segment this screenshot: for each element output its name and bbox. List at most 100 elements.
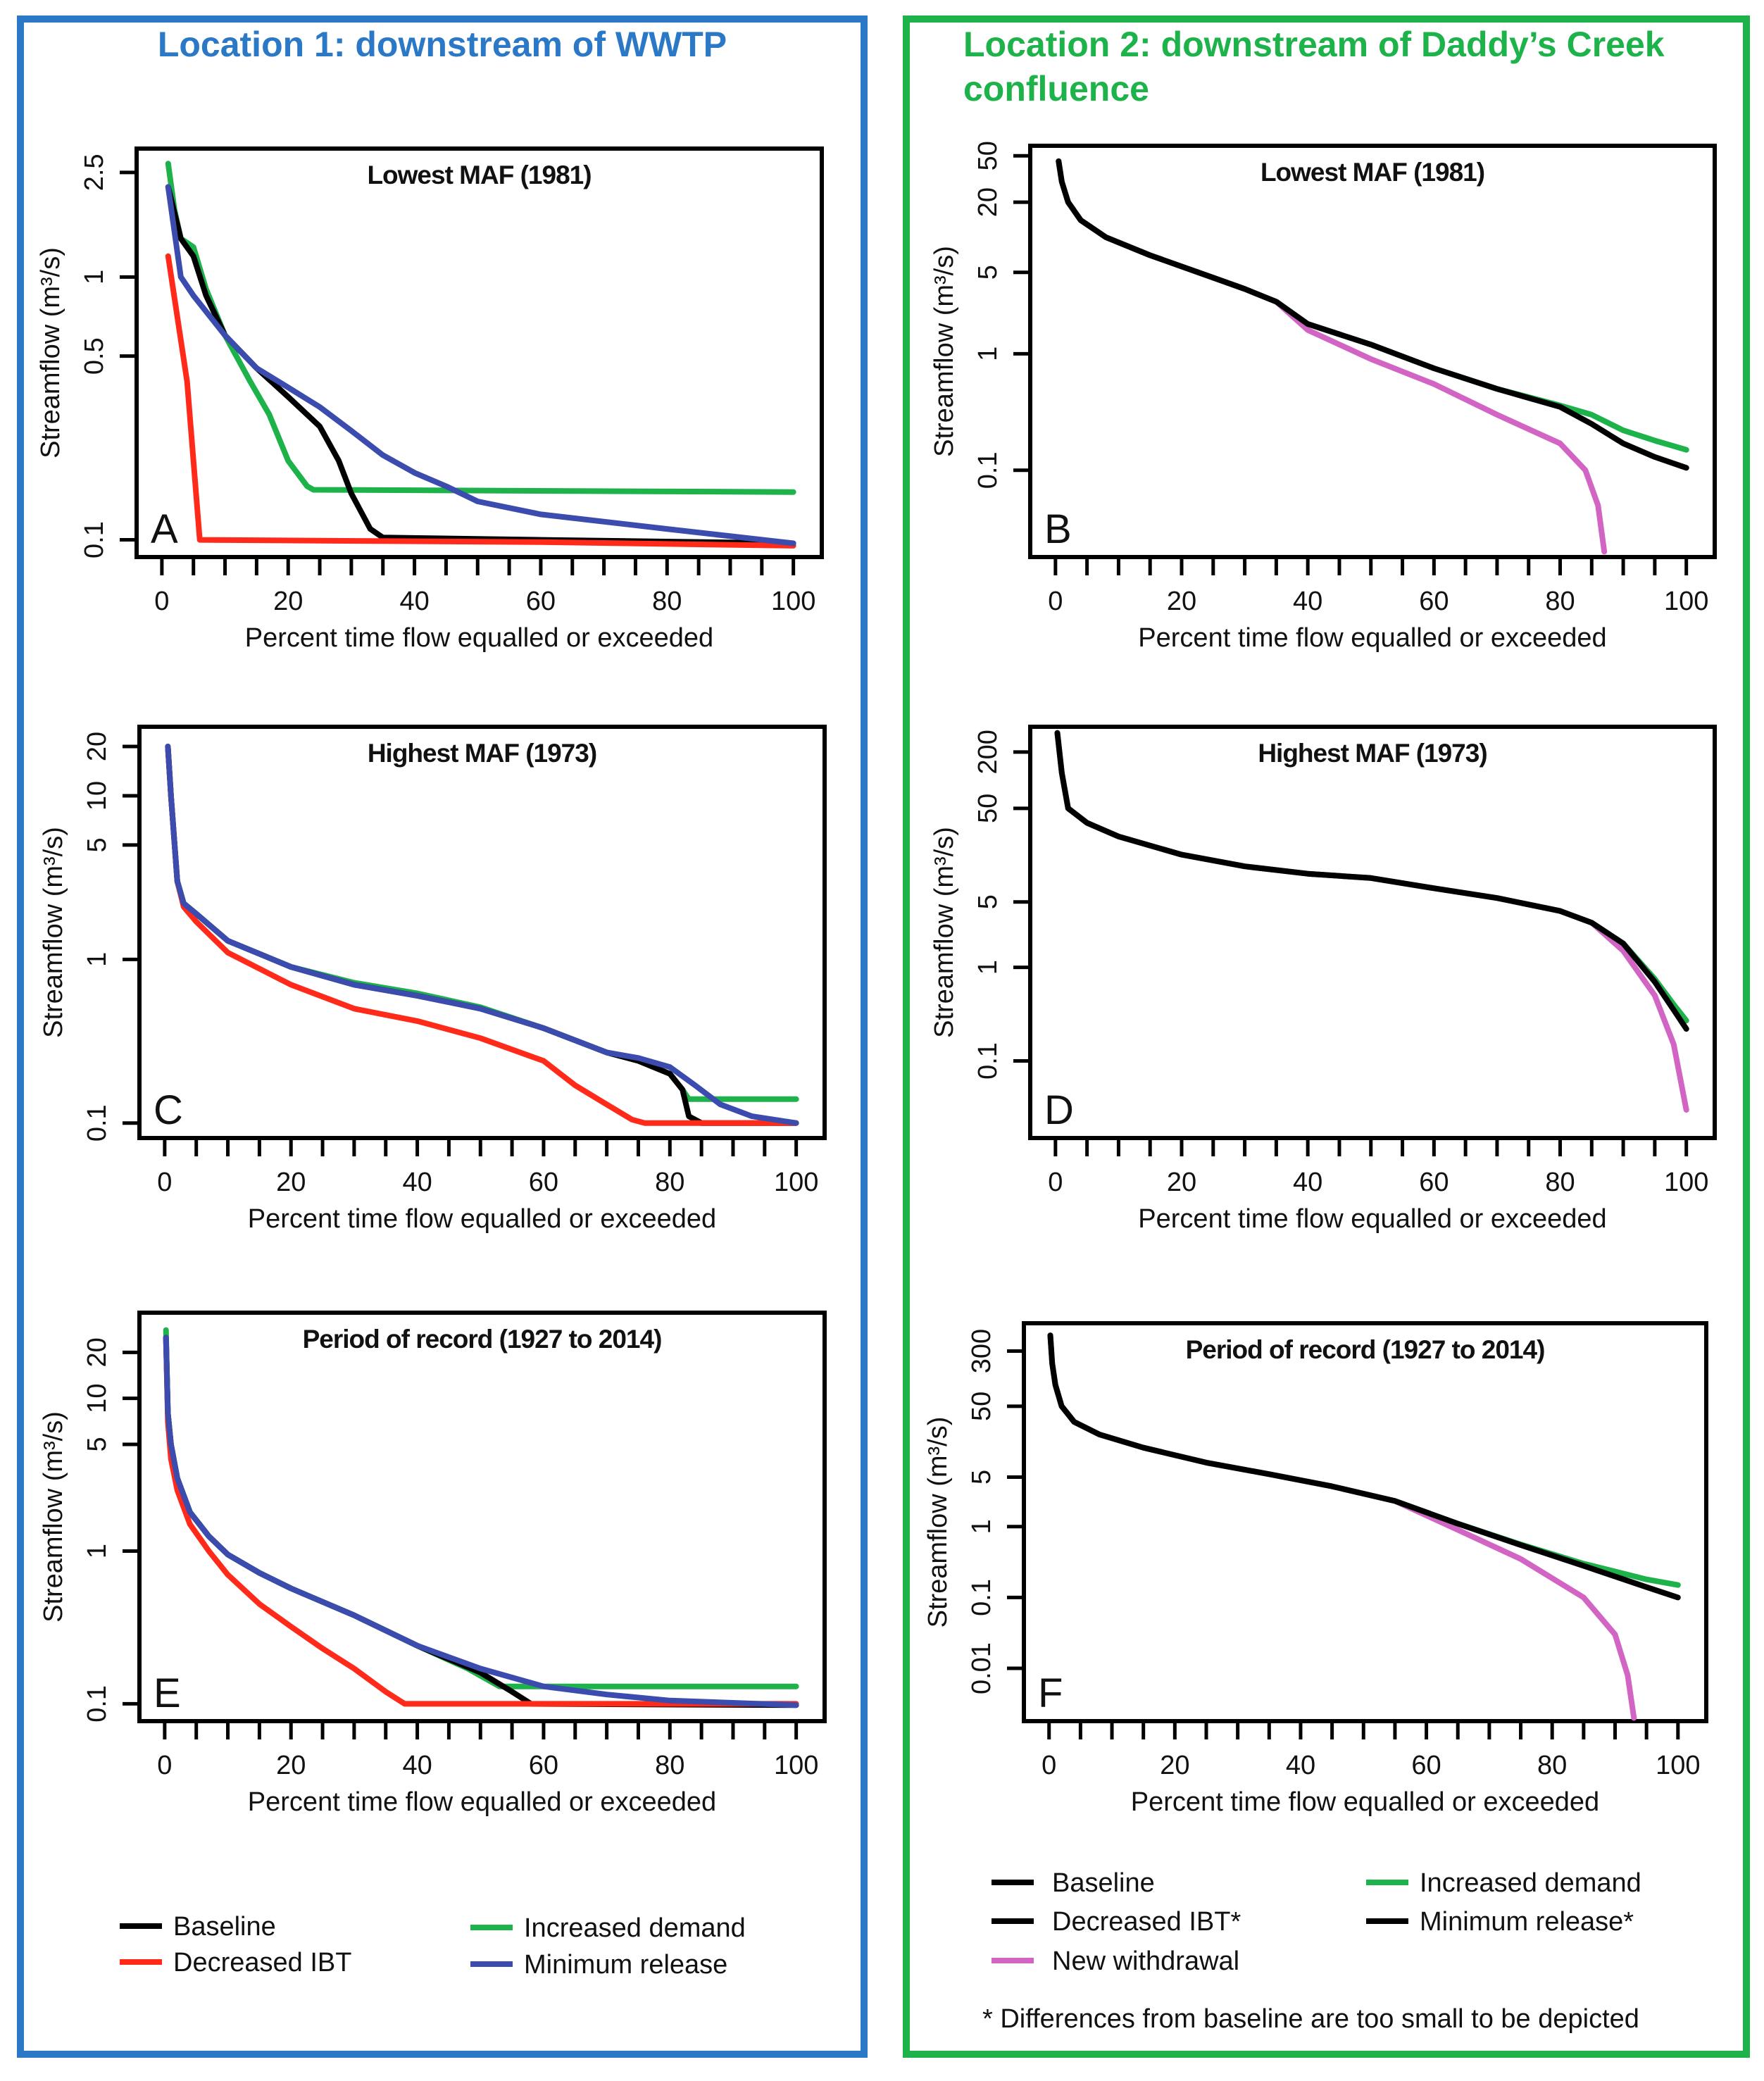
chart-panel-e: 0 20 40 60 80 100 0.1 1 5 10 20 Percent time flow e… — [39, 1311, 827, 1817]
plot-title: Highest MAF (1973) — [1258, 739, 1487, 768]
y-tick-label: 200 — [973, 730, 1003, 774]
series-line-baseline — [1054, 730, 1689, 1032]
y-tick-label: 0.01 — [967, 1642, 996, 1694]
y-tick-label: 0.1 — [973, 451, 1003, 489]
x-tick-label: 80 — [652, 587, 682, 616]
plot-title: Highest MAF (1973) — [368, 739, 596, 768]
plot-frame — [137, 725, 827, 1140]
x-tick-label: 100 — [1664, 587, 1708, 616]
legend-label-decreased-ibt: Decreased IBT* — [1052, 1907, 1241, 1937]
legend-right: Baseline Increased demand Decreased IBT*… — [982, 1868, 1641, 2034]
y-tick-label: 10 — [82, 781, 112, 811]
series-line-baseline — [165, 744, 799, 1126]
plot-title: Period of record (1927 to 2014) — [303, 1325, 662, 1354]
series-line-increased-demand — [1056, 158, 1689, 453]
panel-letter: D — [1044, 1087, 1074, 1133]
x-tick-label: 40 — [1293, 1168, 1322, 1197]
y-tick-label: 50 — [973, 141, 1003, 170]
footnote: * Differences from baseline are too smal… — [982, 2004, 1639, 2034]
x-tick-label: 20 — [276, 1168, 306, 1197]
plot-frame — [1028, 725, 1717, 1140]
y-tick-label: 1 — [973, 960, 1003, 975]
x-axis-label: Percent time flow equalled or exceeded — [1131, 1787, 1599, 1817]
legend-label-decreased-ibt: Decreased IBT — [173, 1948, 351, 1977]
y-tick-label: 5 — [973, 265, 1003, 280]
x-tick-label: 80 — [1545, 587, 1575, 616]
series-line-increased-demand — [165, 744, 799, 1102]
plot-frame — [137, 1311, 827, 1723]
x-tick-label: 20 — [1167, 587, 1196, 616]
x-tick-label: 0 — [1048, 1168, 1063, 1197]
location2-frame — [903, 15, 1750, 2058]
y-tick-label: 2.5 — [80, 154, 109, 191]
y-tick-label: 50 — [973, 794, 1003, 823]
x-axis-label: Percent time flow equalled or exceeded — [245, 623, 713, 653]
x-tick-label: 40 — [402, 1168, 432, 1197]
series-line-new-withdrawal — [1056, 158, 1608, 555]
x-axis-label: Percent time flow equalled or exceeded — [1138, 1204, 1606, 1234]
y-tick-label: 5 — [82, 1437, 112, 1451]
y-tick-label: 0.1 — [80, 521, 109, 558]
legend-label-minimum-release: Minimum release — [524, 1950, 727, 1980]
chart-panel-b: 0 20 40 60 80 100 0.1 1 5 20 50 Percent time flow e… — [930, 141, 1717, 653]
panel-letter: F — [1038, 1670, 1063, 1716]
series-line-decreased-ibt — [163, 1335, 799, 1707]
panel-letter: E — [154, 1670, 181, 1716]
x-axis-label: Percent time flow equalled or exceeded — [248, 1204, 716, 1234]
y-tick-label: 0.1 — [82, 1685, 112, 1723]
x-tick-label: 0 — [1048, 587, 1063, 616]
x-tick-label: 60 — [526, 587, 556, 616]
chart-panel-f: 0 20 40 60 80 100 0.01 0.1 1 5 50 300 Percent time f… — [923, 1321, 1708, 1817]
y-tick-label: 1 — [82, 1544, 112, 1558]
legend-left: Baseline Increased demand Decreased IBT … — [120, 1912, 746, 1980]
y-axis-label: Streamflow (m³/s) — [36, 247, 65, 458]
y-tick-label: 5 — [967, 1470, 996, 1485]
series-line-increased-demand — [165, 161, 796, 495]
panel-letter: A — [151, 506, 178, 552]
x-tick-label: 80 — [655, 1751, 684, 1780]
y-tick-label: 300 — [967, 1329, 996, 1373]
x-tick-label: 0 — [154, 587, 169, 616]
y-axis-label: Streamflow (m³/s) — [39, 1411, 68, 1623]
x-tick-label: 100 — [1656, 1751, 1700, 1780]
x-tick-label: 20 — [276, 1751, 306, 1780]
x-tick-label: 80 — [1545, 1168, 1575, 1197]
series-line-baseline — [165, 184, 796, 546]
y-axis-label: Streamflow (m³/s) — [930, 246, 959, 457]
x-tick-label: 40 — [402, 1751, 432, 1780]
x-tick-label: 100 — [774, 1751, 818, 1780]
x-tick-label: 60 — [1419, 1168, 1449, 1197]
series-line-minimum-release — [163, 1335, 799, 1708]
legend-label-new-withdrawal: New withdrawal — [1052, 1946, 1239, 1976]
x-tick-label: 100 — [774, 1168, 818, 1197]
x-axis-label: Percent time flow equalled or exceeded — [1138, 623, 1606, 653]
series-line-increased-demand — [163, 1327, 799, 1689]
series-line-new-withdrawal — [1047, 1332, 1637, 1721]
x-tick-label: 40 — [1286, 1751, 1315, 1780]
y-tick-label: 10 — [82, 1384, 112, 1413]
x-tick-label: 100 — [1664, 1168, 1708, 1197]
series-line-decreased-ibt — [165, 744, 799, 1126]
legend-label-baseline: Baseline — [1052, 1868, 1155, 1898]
series-line-increased-demand — [1047, 1332, 1681, 1588]
location2-title-line1: Location 2: downstream of Daddy’s Creek — [963, 25, 1665, 64]
legend-label-baseline: Baseline — [173, 1912, 276, 1942]
series-line-minimum-release — [165, 744, 799, 1126]
plot-frame — [1022, 1321, 1708, 1723]
series-line-baseline — [1056, 158, 1689, 471]
y-tick-label: 1 — [973, 346, 1003, 361]
y-axis-label: Streamflow (m³/s) — [923, 1417, 953, 1628]
chart-panel-a: 0 20 40 60 80 100 0.1 0.5 1 2.5 Percent time flow … — [36, 146, 824, 653]
y-tick-label: 20 — [82, 732, 112, 761]
series-line-baseline — [1047, 1332, 1681, 1601]
y-tick-label: 50 — [967, 1392, 996, 1421]
location2-title-line2: confluence — [963, 69, 1149, 108]
panel-letter: C — [154, 1087, 183, 1133]
y-axis-label: Streamflow (m³/s) — [39, 827, 68, 1038]
plot-title: Lowest MAF (1981) — [367, 161, 591, 189]
x-tick-label: 60 — [529, 1168, 558, 1197]
x-tick-label: 40 — [1293, 587, 1322, 616]
